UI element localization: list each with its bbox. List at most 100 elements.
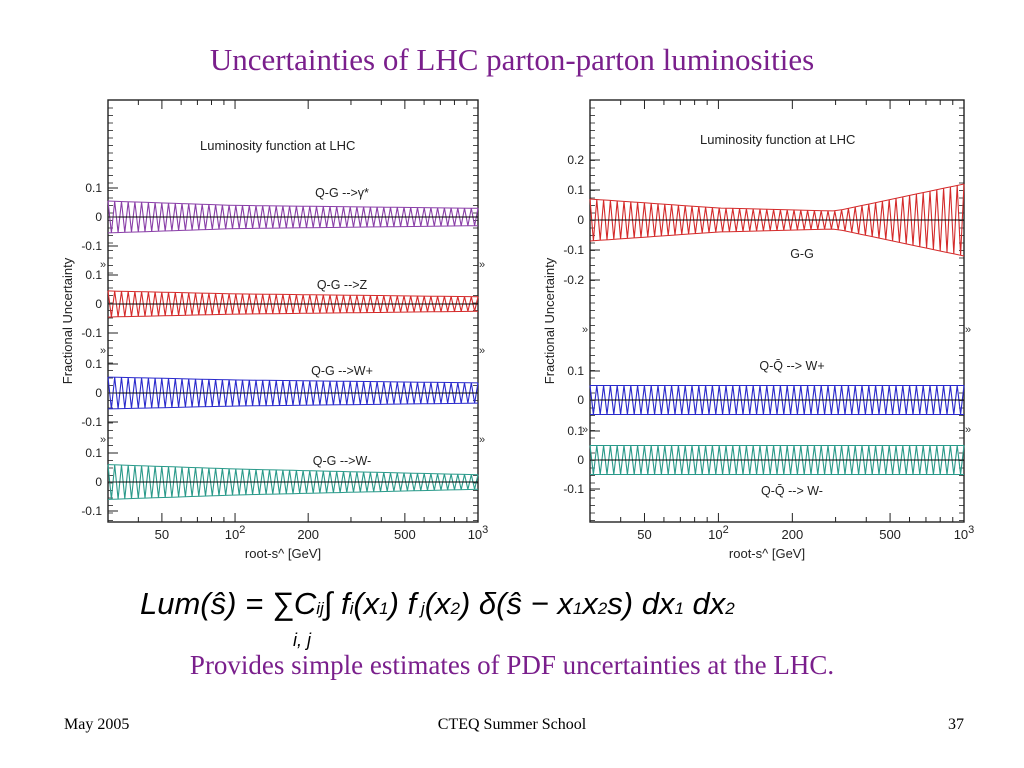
band-lower-edge xyxy=(107,488,479,500)
panel-separator-mark: » xyxy=(100,259,106,271)
x-tick-label: 103 xyxy=(468,524,489,542)
y-tick-label: -0.1 xyxy=(81,415,102,429)
x-tick-label-base: 10 xyxy=(954,527,968,542)
formula-dx2-sub: 2 xyxy=(725,599,735,618)
x-tick-label: 200 xyxy=(297,527,319,542)
x-tick-label: 500 xyxy=(394,527,416,542)
x-tick-label-base: 50 xyxy=(637,527,651,542)
panel-separator-mark: » xyxy=(479,345,485,357)
x-tick-label: 50 xyxy=(155,527,169,542)
band-upper-edge xyxy=(107,464,479,476)
band-lower-edge xyxy=(589,228,965,257)
panel-separator-mark: » xyxy=(479,259,485,271)
formula-dx2: dx xyxy=(683,586,726,621)
y-tick-label: -0.1 xyxy=(81,504,102,518)
panel-separator-mark: » xyxy=(479,434,485,446)
formula-body-sub: ij xyxy=(316,599,324,618)
x-tick-label-base: 10 xyxy=(708,527,722,542)
chart-right-svg: » » » » Luminosity function at LHC 0.2 0.1 0 -0.… xyxy=(542,99,975,561)
x-tick-label-exponent: 3 xyxy=(482,524,488,536)
formula-f2: ) f xyxy=(388,586,417,621)
y-tick-label: 0 xyxy=(95,297,102,311)
x-tick-label-base: 200 xyxy=(781,527,803,542)
chart-annotation: Luminosity function at LHC xyxy=(200,138,355,153)
panel-separator-mark: » xyxy=(965,324,971,336)
x-tick-label: 102 xyxy=(225,524,246,542)
series-label: Q-G -->W- xyxy=(313,454,371,468)
formula-arg1-sub: 1 xyxy=(379,599,389,618)
formula-delta: ) δ(ŝ − x xyxy=(460,586,573,621)
series-label: Q-G -->γ* xyxy=(315,186,369,200)
x-tick-label: 102 xyxy=(708,524,729,542)
x-tick-label-exponent: 2 xyxy=(723,524,729,536)
chart-panel-right: » » » » Luminosity function at LHC 0.2 0.1 0 -0.… xyxy=(530,92,1000,572)
formula-lhs: Lum(ŝ) = ∑ xyxy=(140,586,294,621)
x-tick-label-exponent: 2 xyxy=(239,524,245,536)
band-lower-edge xyxy=(107,225,479,234)
formula-d2b: s) dx xyxy=(607,586,675,621)
footer-page-number: 37 xyxy=(948,716,964,733)
formula-d1: 1 xyxy=(572,599,583,618)
formula-dx1: 1 xyxy=(674,599,684,618)
y-tick-label: 0.1 xyxy=(567,364,584,378)
y-tick-label: -0.1 xyxy=(81,239,102,253)
y-tick-label: 0.1 xyxy=(567,424,584,438)
panel-separator-mark: » xyxy=(965,424,971,436)
series-label: Q-G -->Z xyxy=(317,278,368,292)
x-tick-label-exponent: 3 xyxy=(968,524,974,536)
formula-row: Lum(ŝ) = ∑Cij∫ fi(x1) f j(x2) δ(ŝ − x1x2… xyxy=(140,586,735,622)
chart-left-svg: » » » » » » Luminosity function at LHC 0.1 0 -0.1… xyxy=(60,99,489,561)
x-tick-label-base: 500 xyxy=(879,527,901,542)
y-tick-label: 0 xyxy=(577,393,584,407)
chart-annotation: Luminosity function at LHC xyxy=(700,132,855,147)
formula-f2-sub: j xyxy=(416,599,425,618)
series-label: Q-Q̄ --> W- xyxy=(761,484,823,498)
chart-panel-left: » » » » » » Luminosity function at LHC 0.1 0 -0.1… xyxy=(60,92,520,572)
y-tick-label: 0.2 xyxy=(567,153,584,167)
slide-title: Uncertainties of LHC parton-parton lumin… xyxy=(209,42,815,77)
y-tick-label: 0.1 xyxy=(567,183,584,197)
y-tick-label: 0 xyxy=(95,210,102,224)
x-tick-label-base: 500 xyxy=(394,527,416,542)
y-axis-label: Fractional Uncertainty xyxy=(542,257,557,384)
x-tick-label: 500 xyxy=(879,527,901,542)
formula-sum-index: i, j xyxy=(293,630,311,650)
y-tick-label: -0.1 xyxy=(81,326,102,340)
band-upper-edge xyxy=(107,376,479,384)
formula-body: C xyxy=(293,586,317,621)
series-label: Q-G -->W+ xyxy=(311,364,373,378)
y-axis-label: Fractional Uncertainty xyxy=(60,257,75,384)
y-tick-label: -0.1 xyxy=(563,482,584,496)
x-tick-label: 103 xyxy=(954,524,975,542)
x-tick-label-base: 10 xyxy=(225,527,239,542)
y-tick-label: 0.1 xyxy=(85,181,102,195)
formula-arg1: (x xyxy=(353,586,380,621)
panel-separator-mark: » xyxy=(100,434,106,446)
slide-caption: Provides simple estimates of PDF uncerta… xyxy=(189,650,835,680)
formula-rest: ∫ f xyxy=(323,586,350,621)
band-upper-edge xyxy=(107,200,479,209)
luminosity-formula: Lum(ŝ) = ∑Cij∫ fi(x1) f j(x2) δ(ŝ − x1x2… xyxy=(140,578,900,650)
band-lower-edge xyxy=(107,310,479,318)
panel-separator-mark: » xyxy=(100,345,106,357)
x-tick-label: 200 xyxy=(781,527,803,542)
y-tick-label: 0 xyxy=(577,213,584,227)
x-tick-label-base: 10 xyxy=(468,527,482,542)
y-tick-label: 0.1 xyxy=(85,446,102,460)
band-lower-edge xyxy=(107,402,479,410)
y-tick-label: 0.1 xyxy=(85,268,102,282)
formula-f1-sub: i xyxy=(349,599,354,618)
formula-arg2-sub: 2 xyxy=(450,599,460,618)
footer-event: CTEQ Summer School xyxy=(437,716,587,733)
formula-d2: 2 xyxy=(597,599,608,618)
y-tick-label: 0.1 xyxy=(85,357,102,371)
y-tick-label: 0 xyxy=(577,453,584,467)
x-axis-label: root-s^ [GeV] xyxy=(729,546,805,561)
panel-separator-mark: » xyxy=(582,324,588,336)
y-tick-label: -0.2 xyxy=(563,273,584,287)
x-tick-label: 50 xyxy=(637,527,651,542)
x-axis-label: root-s^ [GeV] xyxy=(245,546,321,561)
series-label: Q-Q̄ --> W+ xyxy=(759,359,824,373)
panel-separator-mark: » xyxy=(582,424,588,436)
band-upper-edge xyxy=(589,183,965,212)
